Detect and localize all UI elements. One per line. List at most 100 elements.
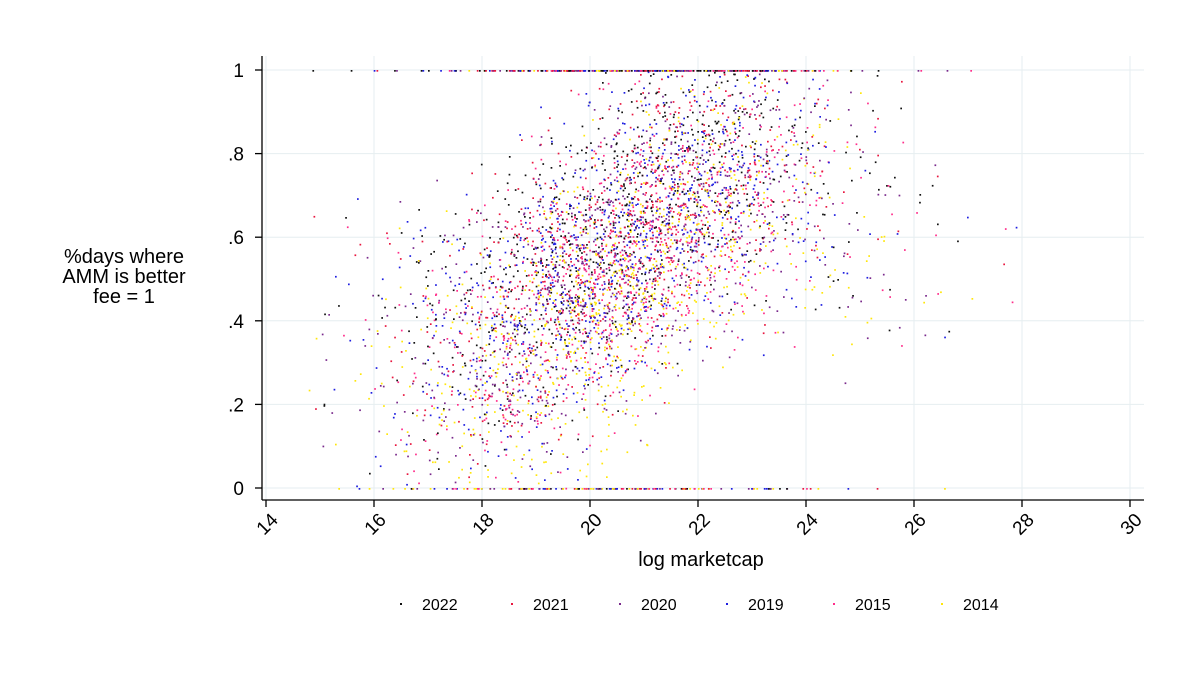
scatter-point (604, 346, 606, 349)
scatter-point (565, 397, 568, 399)
scatter-point (776, 152, 779, 154)
scatter-point (783, 70, 786, 72)
scatter-point (757, 202, 760, 205)
scatter-point (541, 226, 544, 228)
scatter-point (667, 211, 670, 213)
scatter-point (494, 383, 496, 386)
scatter-point (731, 155, 733, 157)
scatter-point (630, 197, 633, 199)
scatter-point (780, 134, 782, 136)
scatter-point (530, 135, 533, 138)
scatter-point (694, 167, 696, 169)
scatter-point (682, 183, 685, 185)
scatter-point (587, 463, 589, 466)
scatter-point (758, 73, 761, 76)
scatter-point (586, 244, 588, 246)
scatter-point (710, 167, 713, 169)
scatter-point (852, 295, 854, 297)
scatter-point (741, 105, 744, 107)
scatter-point (627, 295, 629, 297)
scatter-point (432, 352, 435, 355)
scatter-point (443, 313, 445, 316)
scatter-point (716, 171, 719, 174)
scatter-point (727, 246, 729, 249)
scatter-point (504, 408, 507, 411)
scatter-point (791, 223, 794, 226)
scatter-point (701, 149, 704, 152)
scatter-point (755, 239, 757, 241)
scatter-point (784, 149, 787, 152)
scatter-point (680, 87, 682, 90)
scatter-point (793, 200, 796, 202)
scatter-point (484, 296, 486, 298)
scatter-point (676, 239, 678, 242)
scatter-point (476, 378, 478, 380)
scatter-point (445, 272, 447, 275)
scatter-point (525, 275, 528, 277)
scatter-point (555, 389, 558, 392)
scatter-point (641, 135, 643, 138)
scatter-point (759, 265, 761, 267)
scatter-point (574, 169, 577, 172)
scatter-point (552, 381, 554, 384)
scatter-point (684, 183, 687, 186)
scatter-point (629, 210, 632, 212)
scatter-point (744, 294, 747, 297)
scatter-point (685, 70, 687, 72)
scatter-point (493, 488, 496, 490)
scatter-point (612, 222, 615, 224)
scatter-point (702, 114, 704, 117)
scatter-point (553, 427, 556, 430)
scatter-point (697, 120, 700, 123)
scatter-point (714, 267, 716, 270)
scatter-point (406, 221, 409, 223)
scatter-point (494, 385, 496, 387)
scatter-point (504, 350, 506, 353)
scatter-point (723, 70, 726, 72)
scatter-point (537, 396, 540, 399)
scatter-point (585, 232, 587, 234)
scatter-point (820, 304, 823, 306)
scatter-point (531, 258, 534, 261)
scatter-point (652, 263, 655, 266)
scatter-point (702, 163, 704, 165)
scatter-point (654, 288, 656, 290)
scatter-point (705, 255, 708, 258)
scatter-point (565, 146, 567, 148)
scatter-point (569, 269, 572, 272)
scatter-point (560, 433, 563, 436)
scatter-point (714, 192, 717, 194)
scatter-point (666, 251, 669, 253)
scatter-point (781, 201, 784, 203)
scatter-point (575, 359, 578, 362)
scatter-point (670, 101, 672, 104)
scatter-point (547, 371, 549, 374)
scatter-point (694, 261, 697, 263)
scatter-point (323, 403, 326, 406)
scatter-point (553, 256, 555, 259)
scatter-point (324, 313, 326, 316)
scatter-point (535, 354, 538, 356)
scatter-point (502, 416, 505, 419)
scatter-point (752, 188, 755, 190)
scatter-point (722, 132, 725, 135)
scatter-point (610, 347, 613, 350)
scatter-point (521, 139, 523, 141)
scatter-point (619, 359, 622, 361)
scatter-point (832, 246, 835, 249)
scatter-point (624, 269, 627, 272)
scatter-point (562, 453, 565, 455)
scatter-point (470, 337, 473, 340)
scatter-point (308, 389, 311, 392)
scatter-point (719, 192, 722, 195)
scatter-point (544, 479, 546, 481)
scatter-point (578, 267, 581, 270)
scatter-point (688, 193, 691, 195)
scatter-point (556, 281, 559, 283)
scatter-point (582, 214, 585, 217)
scatter-point (708, 231, 710, 234)
scatter-point (637, 203, 639, 205)
scatter-point (662, 152, 664, 155)
scatter-point (561, 367, 564, 370)
scatter-point (509, 266, 511, 268)
